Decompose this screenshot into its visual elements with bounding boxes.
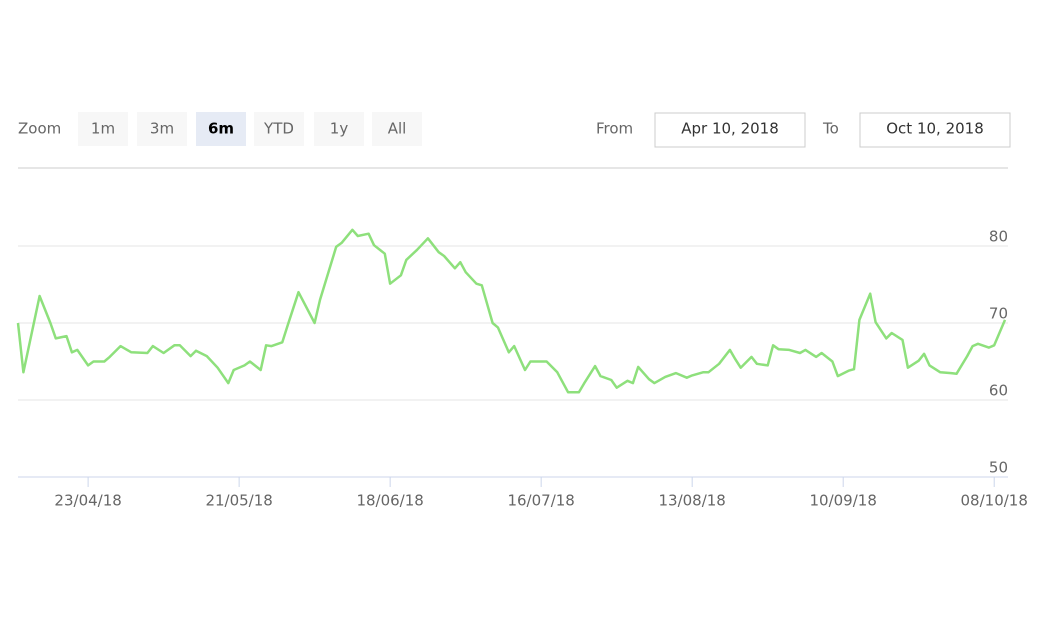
zoom-button-label[interactable]: 1m [91, 120, 115, 138]
to-value[interactable]: Oct 10, 2018 [886, 120, 984, 138]
x-tick-label: 08/10/18 [961, 492, 1028, 510]
zoom-button-label[interactable]: YTD [263, 120, 294, 138]
data-line [16, 228, 1007, 394]
y-tick-label: 70 [989, 305, 1008, 323]
from-label: From [596, 120, 633, 138]
zoom-button[interactable] [314, 112, 364, 146]
x-tick-label: 23/04/18 [54, 492, 121, 510]
x-tick-label: 18/06/18 [356, 492, 423, 510]
zoom-button[interactable] [254, 112, 304, 146]
zoom-button[interactable] [372, 112, 422, 146]
to-input[interactable] [859, 112, 1011, 148]
x-tick-label: 13/08/18 [658, 492, 725, 510]
zoom-button[interactable] [78, 112, 128, 146]
y-tick-label: 50 [989, 459, 1008, 477]
y-tick-label: 80 [989, 228, 1008, 246]
zoom-button[interactable] [137, 112, 187, 146]
x-tick-label: 16/07/18 [507, 492, 574, 510]
from-value[interactable]: Apr 10, 2018 [681, 120, 779, 138]
y-tick-label: 60 [989, 382, 1008, 400]
zoom-button-label[interactable]: 3m [150, 120, 174, 138]
to-label: To [822, 120, 839, 138]
zoom-button-label[interactable]: 1y [330, 120, 349, 138]
x-tick-label: 21/05/18 [205, 492, 272, 510]
zoom-button[interactable] [196, 112, 246, 146]
x-tick-label: 10/09/18 [810, 492, 877, 510]
zoom-button-label[interactable]: All [388, 120, 407, 138]
zoom-label: Zoom [18, 120, 61, 138]
zoom-button-label[interactable]: 6m [208, 120, 234, 138]
from-input[interactable] [654, 112, 806, 148]
